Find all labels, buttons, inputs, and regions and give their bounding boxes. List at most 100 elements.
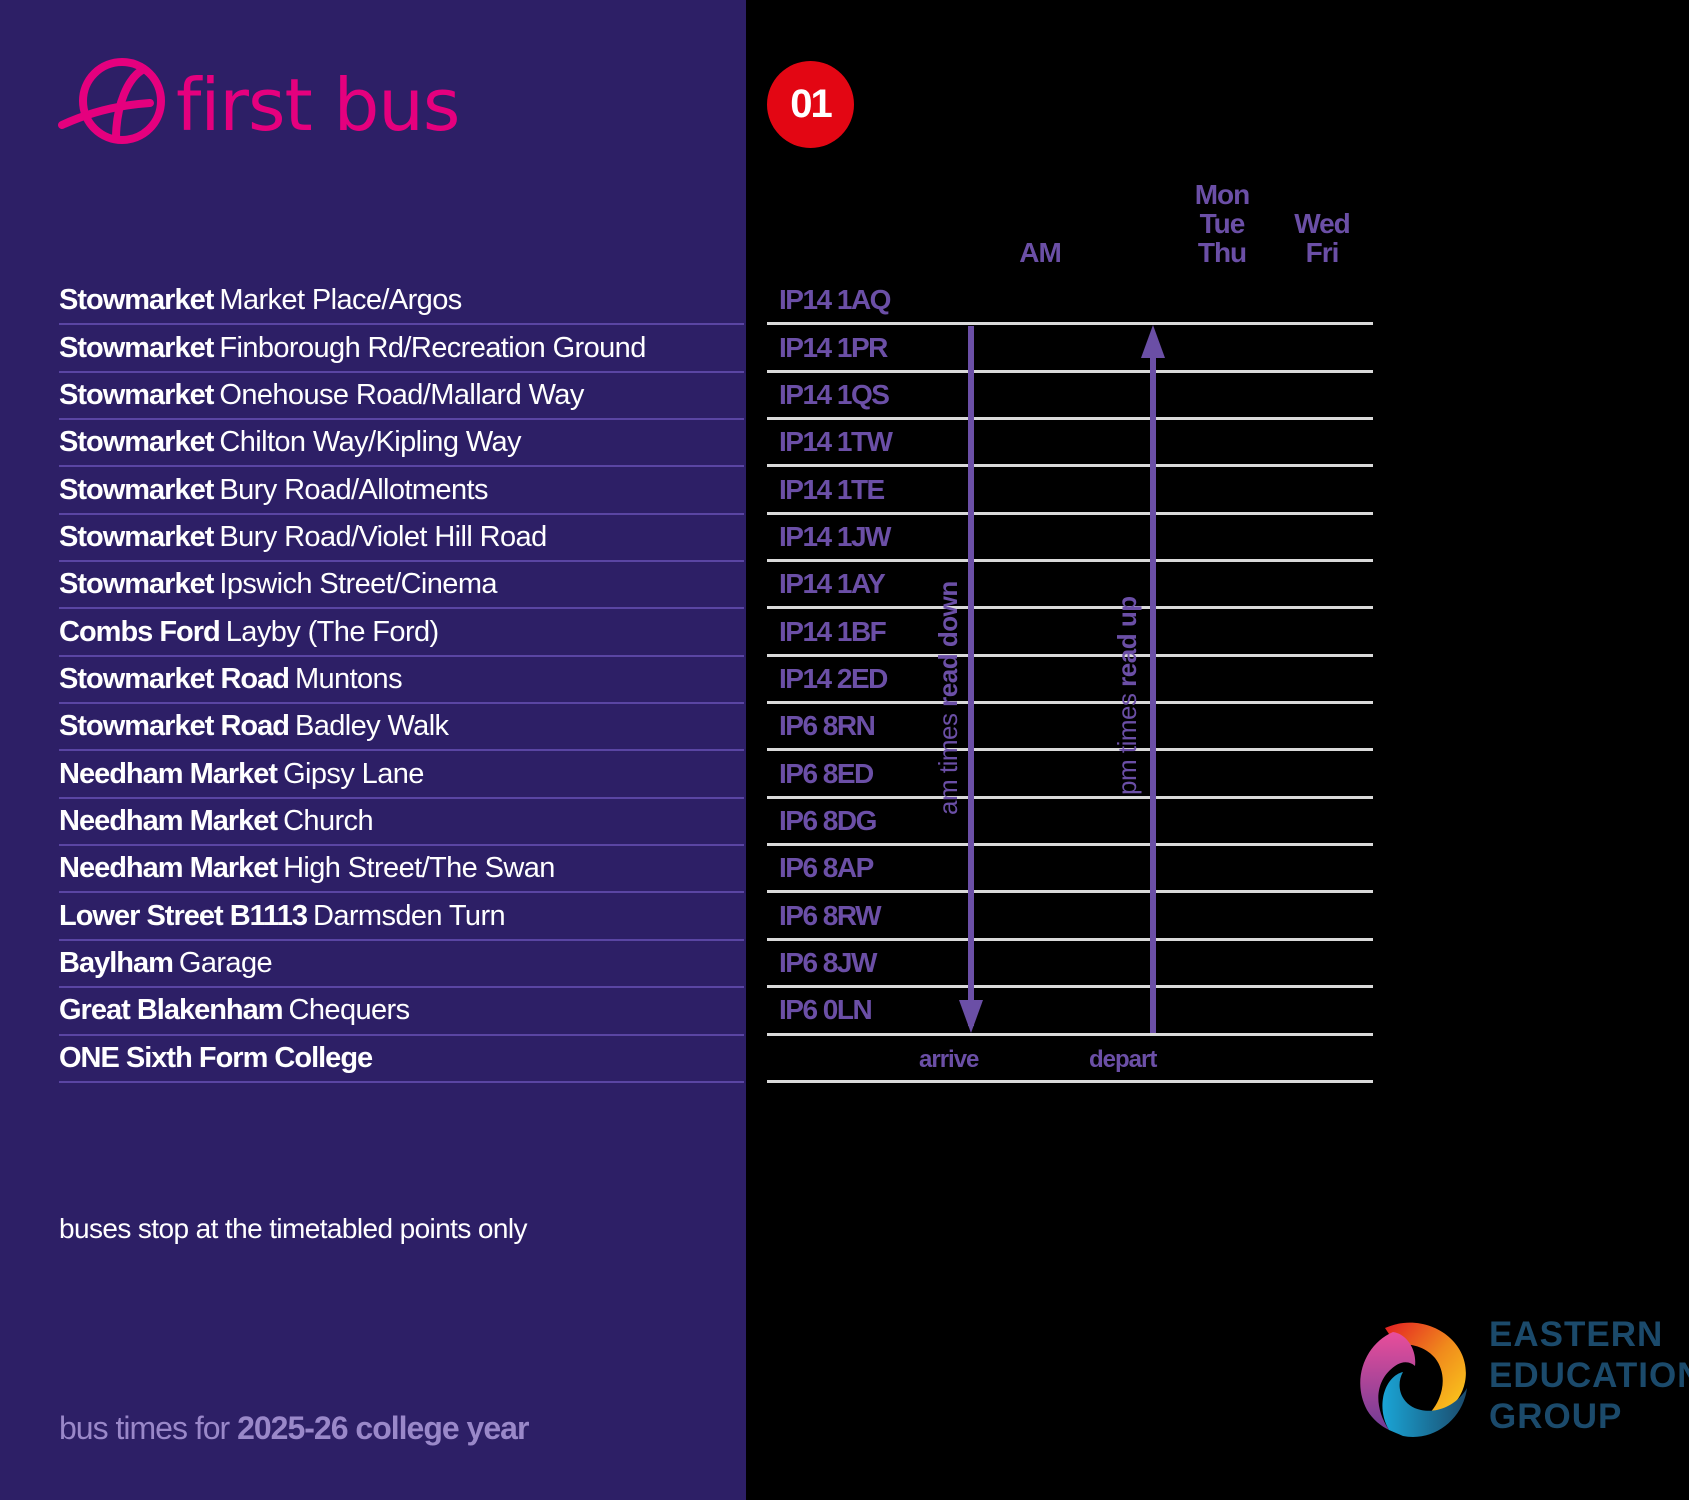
column-header-am: AM <box>1019 237 1062 268</box>
stop-row: Stowmarket Road Badley Walk <box>59 704 744 752</box>
stop-name: Gipsy Lane <box>283 757 424 790</box>
stop-row: Needham Market Gipsy Lane <box>59 751 744 799</box>
partner-line: EDUCATION <box>1489 1355 1689 1395</box>
eastern-education-group-logo: EASTERN EDUCATION GROUP <box>1345 1310 1689 1440</box>
stop-row-destination: ONE Sixth Form College <box>59 1036 744 1083</box>
postcode-row: IP14 1BF <box>767 609 1373 657</box>
stop-place: Stowmarket <box>59 331 214 364</box>
column-header-wed-fri: Wed Fri <box>1280 209 1364 267</box>
partner-line: GROUP <box>1489 1396 1623 1436</box>
stop-name: Onehouse Road/Mallard Way <box>219 378 584 411</box>
stop-name: Layby (The Ford) <box>225 615 439 648</box>
arrow-down-icon <box>959 1000 983 1033</box>
arrow-up-icon <box>1141 325 1165 358</box>
stop-place: Needham Market <box>59 757 278 790</box>
partner-name: EASTERN EDUCATION GROUP <box>1489 1314 1689 1437</box>
stop-row: Stowmarket Chilton Way/Kipling Way <box>59 420 744 468</box>
stop-row: Great Blakenham Chequers <box>59 988 744 1036</box>
stop-name: Garage <box>178 946 273 979</box>
stop-row: Stowmarket Finborough Rd/Recreation Groun… <box>59 325 744 373</box>
postcode-row: IP6 8RW <box>767 893 1373 941</box>
stop-row: Stowmarket Ipswich Street/Cinema <box>59 562 744 610</box>
stop-name: Bury Road/Allotments <box>219 473 488 506</box>
stop-name: Darmsden Turn <box>312 899 506 932</box>
am-read-down-line <box>968 326 974 1026</box>
stop-row: Needham Market High Street/The Swan <box>59 846 744 894</box>
postcode-row: IP6 0LN <box>767 988 1373 1036</box>
pm-read-up-line <box>1150 355 1156 1033</box>
postcode-row: IP6 8ED <box>767 751 1373 799</box>
stop-row: Combs Ford Layby (The Ford) <box>59 609 744 657</box>
day-label: Mon <box>1194 179 1251 210</box>
arrive-label: arrive <box>919 1045 979 1073</box>
stop-row: Stowmarket Bury Road/Violet Hill Road <box>59 515 744 563</box>
column-header-mon-tue-thu: Mon Tue Thu <box>1180 180 1264 267</box>
postcode-row: IP6 8AP <box>767 846 1373 894</box>
postcode-row: IP14 1PR <box>767 325 1373 373</box>
stop-place: ONE Sixth Form College <box>59 1041 373 1074</box>
first-bus-f-icon <box>58 58 165 144</box>
stop-place: Combs Ford <box>59 615 221 648</box>
stop-place: Stowmarket <box>59 568 214 601</box>
stop-row: Baylham Garage <box>59 941 744 989</box>
stop-name: Badley Walk <box>294 710 449 743</box>
stop-place: Stowmarket <box>59 378 214 411</box>
pm-bold: read up <box>1112 596 1142 687</box>
brand-name: first bus <box>176 63 460 147</box>
pm-prefix: pm times <box>1112 686 1142 795</box>
stop-name: Chequers <box>288 994 411 1027</box>
college-year-label: bus times for 2025-26 college year <box>59 1410 529 1447</box>
stop-row: Stowmarket Road Muntons <box>59 657 744 705</box>
depart-label: depart <box>1089 1045 1157 1073</box>
day-label: Thu <box>1197 237 1247 268</box>
postcode-table: IP14 1AQ IP14 1PR IP14 1QS IP14 1TW IP14… <box>767 278 1373 1083</box>
stop-name: Muntons <box>294 662 403 695</box>
postcode-row: IP14 1TW <box>767 420 1373 468</box>
stop-row: Stowmarket Bury Road/Allotments <box>59 467 744 515</box>
stop-name: Bury Road/Violet Hill Road <box>219 520 547 553</box>
day-label: Tue <box>1199 208 1246 239</box>
postcode-row: IP14 1AY <box>767 562 1373 610</box>
stop-name: Finborough Rd/Recreation Ground <box>219 331 646 364</box>
postcode-row: IP14 2ED <box>767 657 1373 705</box>
am-bold: read down <box>933 581 963 707</box>
year-value: 2025-26 college year <box>237 1410 529 1446</box>
day-label: Fri <box>1305 237 1340 268</box>
stop-row: Stowmarket Onehouse Road/Mallard Way <box>59 373 744 421</box>
stop-name: Market Place/Argos <box>219 284 462 317</box>
am-direction-label: am times read down <box>933 581 964 815</box>
stop-place: Baylham <box>59 946 174 979</box>
stops-panel: first bus Stowmarket Market Place/Argos S… <box>0 0 746 1500</box>
stop-name: High Street/The Swan <box>283 852 555 885</box>
stop-row: Needham Market Church <box>59 799 744 847</box>
stop-place: Stowmarket Road <box>59 710 290 743</box>
stop-place: Stowmarket Road <box>59 662 290 695</box>
postcode-row: IP6 8RN <box>767 704 1373 752</box>
partner-line: EASTERN <box>1489 1314 1664 1354</box>
swirl-logo-icon <box>1360 1322 1467 1437</box>
stop-name: Chilton Way/Kipling Way <box>219 426 521 459</box>
stop-place: Lower Street B1113 <box>59 899 308 932</box>
stop-row: Stowmarket Market Place/Argos <box>59 278 744 326</box>
pm-direction-label: pm times read up <box>1112 596 1143 795</box>
stop-place: Stowmarket <box>59 284 214 317</box>
day-label: Wed <box>1294 208 1351 239</box>
stop-place: Stowmarket <box>59 426 214 459</box>
am-prefix: am times <box>933 706 963 815</box>
stop-row: Lower Street B1113 Darmsden Turn <box>59 893 744 941</box>
postcode-row: IP6 8DG <box>767 799 1373 847</box>
stop-place: Stowmarket <box>59 520 214 553</box>
stop-place: Great Blakenham <box>59 994 284 1027</box>
stop-place: Needham Market <box>59 852 278 885</box>
postcode-row: IP14 1JW <box>767 515 1373 563</box>
postcode-row: IP14 1TE <box>767 467 1373 515</box>
postcode-row: IP6 8JW <box>767 941 1373 989</box>
stops-note: buses stop at the timetabled points only <box>59 1213 527 1244</box>
stop-list: Stowmarket Market Place/Argos Stowmarket F… <box>59 278 744 1083</box>
route-number-badge: 01 <box>767 61 854 148</box>
postcode-row: IP14 1QS <box>767 373 1373 421</box>
stop-place: Needham Market <box>59 804 278 837</box>
arrive-depart-row: arrive depart <box>767 1036 1373 1083</box>
postcode-row: IP14 1AQ <box>767 278 1373 326</box>
first-bus-logo: first bus <box>58 55 460 155</box>
